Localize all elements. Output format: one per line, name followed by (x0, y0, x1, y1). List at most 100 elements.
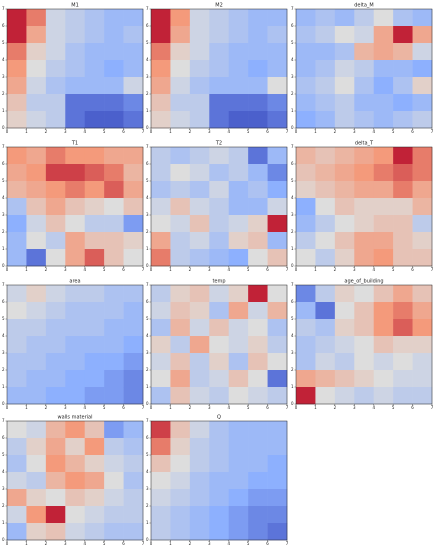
cell (373, 336, 394, 354)
cell (45, 336, 66, 354)
cell (267, 198, 288, 216)
cell (393, 387, 413, 405)
cell (334, 60, 355, 78)
x-tick-label: 4 (83, 129, 86, 134)
cell (104, 94, 124, 112)
cell (354, 77, 375, 95)
cell (45, 489, 66, 507)
cell (228, 232, 249, 250)
cell (104, 147, 124, 165)
cell (189, 472, 210, 490)
cell (393, 9, 413, 27)
cell (26, 147, 47, 165)
cell (228, 94, 249, 112)
cell (104, 60, 124, 78)
cell (26, 523, 47, 541)
cell (412, 181, 433, 199)
cell (170, 232, 191, 250)
chart-title: area (69, 279, 80, 285)
cell (65, 43, 86, 61)
cell (412, 302, 433, 320)
x-tick-label: 6 (411, 129, 414, 134)
cell (189, 523, 210, 541)
y-tick-label: 1 (146, 108, 149, 113)
cell (123, 26, 144, 44)
cell (189, 9, 210, 27)
panel: 0 1 2 3 4 5 6 7 0 1 2 3 4 5 6 7 area (2, 279, 145, 411)
cell (315, 111, 336, 129)
cell (209, 181, 230, 199)
x-tick-label: 7 (286, 267, 289, 272)
cell (373, 43, 394, 61)
cell (45, 506, 66, 524)
cell (84, 302, 105, 320)
cell (189, 302, 210, 320)
y-tick-label: 7 (2, 6, 5, 11)
y-tick-label: 2 (2, 229, 5, 234)
x-tick-label: 1 (25, 267, 28, 272)
cell (151, 111, 171, 129)
cell (228, 111, 249, 129)
x-tick-label: 5 (247, 267, 250, 272)
cell (189, 198, 210, 216)
cell (334, 198, 355, 216)
y-tick-label: 1 (146, 520, 149, 525)
cell (26, 370, 47, 388)
cell (334, 77, 355, 95)
x-tick-label: 2 (334, 405, 337, 410)
y-tick-label: 7 (146, 144, 149, 149)
cell (104, 249, 124, 267)
x-tick-label: 3 (64, 267, 67, 272)
x-tick-label: 5 (103, 405, 106, 410)
cell (267, 77, 288, 95)
cell (412, 26, 433, 44)
cell (412, 232, 433, 250)
cell (189, 353, 210, 371)
y-tick-label: 1 (146, 384, 149, 389)
y-tick-label: 2 (291, 91, 294, 96)
y-tick-label: 7 (291, 6, 294, 11)
cell (26, 26, 47, 44)
cell (412, 147, 433, 165)
cell (354, 285, 375, 303)
cell (334, 353, 355, 371)
cell (45, 421, 66, 439)
cell (373, 164, 394, 182)
cell (209, 198, 230, 216)
cell (393, 249, 413, 267)
cell (334, 111, 355, 129)
cell (170, 455, 191, 473)
cell (104, 181, 124, 199)
cell (248, 370, 268, 388)
cell (248, 164, 268, 182)
cell (373, 215, 394, 233)
y-tick-label: 7 (291, 144, 294, 149)
x-tick-label: 5 (103, 267, 106, 272)
x-tick-label: 0 (150, 267, 153, 272)
cell (7, 9, 27, 27)
cell (228, 9, 249, 27)
cell (315, 387, 336, 405)
plot-frame (6, 8, 144, 129)
cell (170, 215, 191, 233)
cell (248, 387, 268, 405)
cell (65, 9, 86, 27)
cell (65, 336, 86, 354)
cell (84, 249, 105, 267)
cell (393, 302, 413, 320)
y-tick-label: 6 (2, 161, 5, 166)
cell (334, 164, 355, 182)
cell (296, 111, 316, 129)
cell (26, 60, 47, 78)
cell (189, 387, 210, 405)
cell (296, 232, 316, 250)
cell (104, 77, 124, 95)
x-tick-label: 5 (103, 129, 106, 134)
cell (209, 43, 230, 61)
cell (65, 94, 86, 112)
plot-frame (150, 146, 288, 267)
cell (373, 147, 394, 165)
cell (170, 472, 191, 490)
y-tick-label: 6 (146, 23, 149, 28)
x-tick-label: 4 (372, 129, 375, 134)
